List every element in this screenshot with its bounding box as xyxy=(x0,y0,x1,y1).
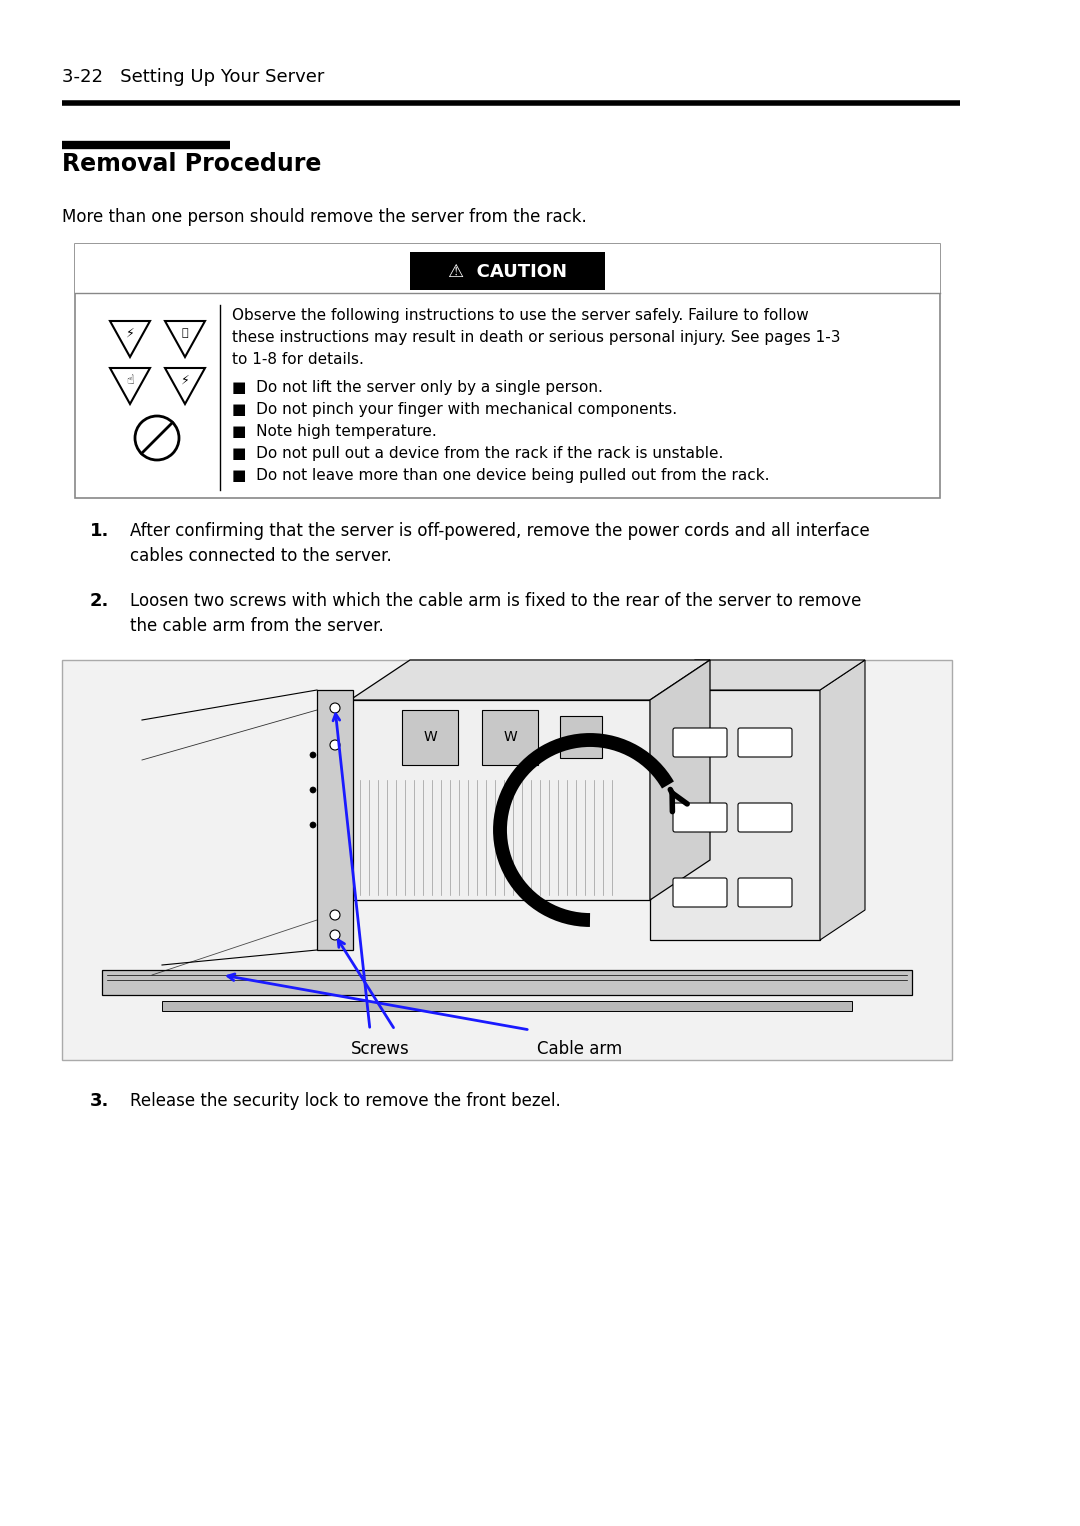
Text: ■  Do not pull out a device from the rack if the rack is unstable.: ■ Do not pull out a device from the rack… xyxy=(232,446,724,461)
Bar xyxy=(162,1001,852,1012)
Polygon shape xyxy=(350,700,650,900)
Text: ■  Note high temperature.: ■ Note high temperature. xyxy=(232,424,436,439)
Bar xyxy=(75,244,940,497)
Text: W: W xyxy=(423,729,437,745)
Circle shape xyxy=(330,909,340,920)
Text: Removal Procedure: Removal Procedure xyxy=(62,153,322,175)
Bar xyxy=(62,661,951,1061)
Polygon shape xyxy=(650,661,865,690)
Polygon shape xyxy=(650,661,710,900)
Text: After confirming that the server is off-powered, remove the power cords and all : After confirming that the server is off-… xyxy=(130,522,869,565)
Bar xyxy=(402,710,458,765)
Text: Release the security lock to remove the front bezel.: Release the security lock to remove the … xyxy=(130,1093,561,1109)
Circle shape xyxy=(310,787,316,794)
Text: to 1-8 for details.: to 1-8 for details. xyxy=(232,353,364,366)
Text: 3-22   Setting Up Your Server: 3-22 Setting Up Your Server xyxy=(62,69,324,85)
FancyBboxPatch shape xyxy=(673,728,727,757)
Circle shape xyxy=(330,740,340,749)
Circle shape xyxy=(330,929,340,940)
Text: ⚡: ⚡ xyxy=(125,327,134,339)
Circle shape xyxy=(310,752,316,758)
Bar xyxy=(650,690,820,940)
Text: Cable arm: Cable arm xyxy=(538,1041,623,1058)
FancyBboxPatch shape xyxy=(738,728,792,757)
Polygon shape xyxy=(820,661,865,940)
FancyBboxPatch shape xyxy=(673,877,727,906)
Bar xyxy=(482,710,538,765)
Text: 3.: 3. xyxy=(90,1093,109,1109)
Text: these instructions may result in death or serious personal injury. See pages 1-3: these instructions may result in death o… xyxy=(232,330,840,345)
Circle shape xyxy=(330,703,340,713)
Text: Loosen two screws with which the cable arm is fixed to the rear of the server to: Loosen two screws with which the cable a… xyxy=(130,592,862,635)
FancyBboxPatch shape xyxy=(738,877,792,906)
Text: Screws: Screws xyxy=(351,1041,409,1058)
Bar xyxy=(410,252,605,290)
Text: ⚠  CAUTION: ⚠ CAUTION xyxy=(448,262,567,281)
FancyBboxPatch shape xyxy=(673,803,727,832)
Bar xyxy=(75,244,940,293)
Text: ■  Do not pinch your finger with mechanical components.: ■ Do not pinch your finger with mechanic… xyxy=(232,401,677,417)
Text: More than one person should remove the server from the rack.: More than one person should remove the s… xyxy=(62,208,586,226)
Bar xyxy=(561,716,602,758)
Circle shape xyxy=(310,823,316,829)
Text: ☝: ☝ xyxy=(126,374,134,386)
Text: ■  Do not lift the server only by a single person.: ■ Do not lift the server only by a singl… xyxy=(232,380,603,395)
Bar xyxy=(318,690,353,951)
Text: Observe the following instructions to use the server safely. Failure to follow: Observe the following instructions to us… xyxy=(232,308,809,324)
Polygon shape xyxy=(350,661,710,700)
Text: 🔥: 🔥 xyxy=(181,328,188,337)
Text: ■  Do not leave more than one device being pulled out from the rack.: ■ Do not leave more than one device bein… xyxy=(232,468,769,484)
Text: ⚡: ⚡ xyxy=(180,374,189,386)
FancyBboxPatch shape xyxy=(738,803,792,832)
Text: 1.: 1. xyxy=(90,522,109,540)
Bar xyxy=(102,971,912,995)
Text: 2.: 2. xyxy=(90,592,109,610)
Text: W: W xyxy=(503,729,517,745)
